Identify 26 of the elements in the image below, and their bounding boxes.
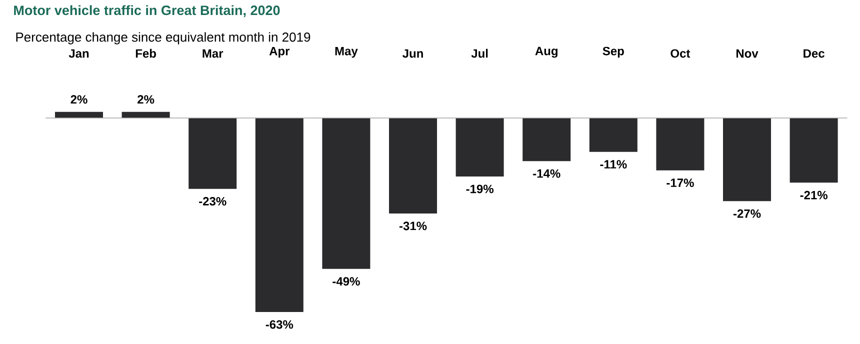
- chart-subtitle: Percentage change since equivalent month in 2019: [16, 32, 310, 44]
- data-label: -11%: [600, 160, 627, 169]
- x-tick-label: Jun: [402, 49, 423, 58]
- data-label: 2%: [70, 95, 88, 104]
- data-label: -14%: [533, 169, 560, 178]
- data-label: -27%: [733, 209, 761, 218]
- x-tick-label: Apr: [269, 46, 290, 58]
- chart-title: Motor vehicle traffic in Great Britain, 2020: [14, 5, 280, 18]
- data-label: -49%: [332, 277, 360, 286]
- x-tick-label: Oct: [670, 49, 690, 58]
- x-tick-label: Sep: [602, 46, 624, 58]
- data-label: -63%: [266, 320, 294, 329]
- data-label: -31%: [399, 222, 427, 230]
- x-tick-label: Mar: [202, 49, 224, 58]
- x-tick-label: May: [335, 46, 358, 58]
- data-label: -19%: [466, 184, 494, 194]
- x-tick-label: Aug: [535, 46, 558, 58]
- x-tick-label: Jan: [68, 49, 89, 58]
- data-label: -21%: [800, 190, 828, 200]
- data-label: -23%: [199, 197, 226, 206]
- x-tick-label: Nov: [736, 49, 758, 58]
- data-label: 2%: [138, 95, 154, 104]
- x-tick-label: Dec: [804, 49, 824, 58]
- x-tick-label: Feb: [136, 48, 156, 58]
- x-tick-label: Jul: [471, 48, 488, 58]
- data-label: -17%: [666, 178, 694, 188]
